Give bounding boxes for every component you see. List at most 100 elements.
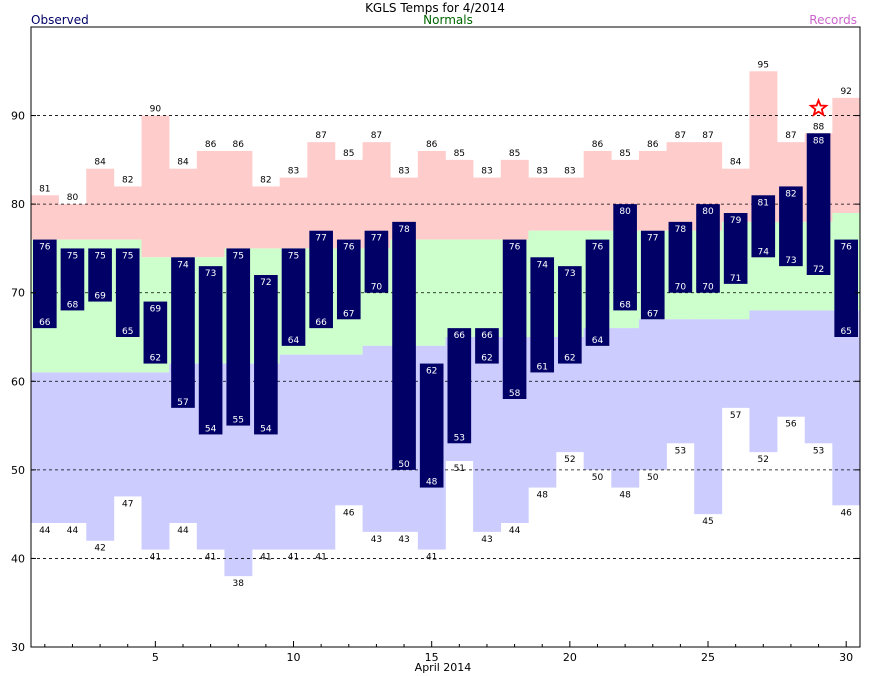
observed-high-label: 88 [813,136,825,146]
observed-bar [779,186,803,267]
y-tick-label: 40 [11,552,25,565]
observed-low-label: 64 [288,336,300,346]
observed-low-label: 72 [813,265,824,275]
chart-title: KGLS Temps for 4/2014 [365,1,505,15]
observed-low-label: 48 [426,478,438,488]
x-tick-label: 5 [152,651,159,664]
observed-low-label: 65 [122,327,133,337]
observed-low-label: 73 [785,256,796,266]
record-high-label: 81 [39,184,50,194]
observed-bar [281,248,306,346]
observed-high-label: 76 [840,243,852,253]
observed-low-label: 62 [481,354,492,364]
observed-low-label: 66 [315,318,327,328]
record-high-bar [666,142,695,231]
observed-low-label: 53 [454,433,465,443]
record-high-bar [31,195,59,240]
record-low-bar [638,319,667,470]
observed-high-label: 76 [39,243,51,253]
observed-high-label: 76 [509,243,521,253]
observed-high-label: 66 [454,331,466,341]
record-high-label: 88 [813,122,825,132]
record-high-label: 84 [177,158,189,168]
record-high-label: 83 [536,167,547,177]
record-low-label: 48 [619,491,631,501]
observed-low-label: 65 [840,327,851,337]
record-low-label: 41 [260,553,271,563]
record-low-label: 48 [536,491,548,501]
observed-low-label: 62 [564,354,575,364]
record-high-label: 85 [454,149,465,159]
record-low-bar [113,372,142,497]
record-low-bar [611,328,640,488]
observed-bar [198,266,223,435]
record-high-label: 87 [315,131,326,141]
observed-high-label: 76 [592,243,604,253]
observed-high-label: 78 [398,225,410,235]
record-low-label: 52 [758,455,769,465]
observed-low-label: 67 [343,309,354,319]
observed-bar [530,257,555,373]
y-tick-label: 30 [11,641,25,654]
record-low-bar [307,354,336,550]
record-low-label: 42 [94,544,105,554]
observed-high-label: 62 [426,367,437,377]
observed-high-label: 77 [371,234,382,244]
observed-high-label: 77 [315,234,326,244]
observed-bar [364,230,389,293]
observed-high-label: 74 [536,260,548,270]
y-tick-label: 50 [11,464,25,477]
observed-high-label: 66 [481,331,493,341]
observed-low-label: 62 [150,354,161,364]
record-high-bar [58,204,87,240]
observed-bar [226,248,251,426]
record-low-label: 43 [371,535,382,545]
record-low-label: 53 [813,446,824,456]
record-high-bar [721,168,750,222]
observed-bar [309,230,333,329]
record-low-bar [31,372,59,523]
record-low-label: 57 [730,411,741,421]
record-high-bar [224,151,253,249]
observed-high-label: 74 [177,260,189,270]
y-tick-label: 70 [11,287,25,300]
record-low-label: 44 [509,526,521,536]
observed-low-label: 69 [94,292,106,302]
record-low-bar [804,310,833,444]
observed-bar [668,221,693,293]
record-low-label: 56 [785,420,797,430]
record-low-label: 41 [315,553,326,563]
record-high-label: 83 [481,167,492,177]
record-high-bar [252,186,280,249]
record-high-label: 87 [785,131,796,141]
observed-low-label: 70 [702,283,714,293]
observed-bar [475,328,499,364]
observed-low-label: 61 [536,362,547,372]
observed-low-label: 55 [233,416,244,426]
observed-low-label: 54 [260,424,272,434]
record-low-bar [583,328,612,470]
record-low-label: 41 [288,553,299,563]
record-high-label: 86 [233,140,245,150]
record-low-label: 44 [39,526,51,536]
observed-high-label: 75 [288,251,299,261]
record-low-bar [279,354,308,550]
normal-range-bar [473,239,502,337]
record-high-label: 83 [564,167,575,177]
observed-high-label: 78 [675,225,687,235]
observed-high-label: 72 [260,278,271,288]
observed-bar [751,195,776,258]
record-low-label: 47 [122,499,133,509]
observed-high-label: 81 [758,198,769,208]
x-tick-label: 15 [425,651,439,664]
observed-bar [143,301,168,364]
record-low-bar [473,337,502,532]
observed-bar [806,133,831,275]
x-tick-label: 10 [287,651,301,664]
record-low-label: 41 [426,553,437,563]
observed-high-label: 80 [702,207,714,217]
record-low-label: 51 [454,464,465,474]
record-high-label: 85 [343,149,354,159]
record-low-label: 50 [592,473,604,483]
